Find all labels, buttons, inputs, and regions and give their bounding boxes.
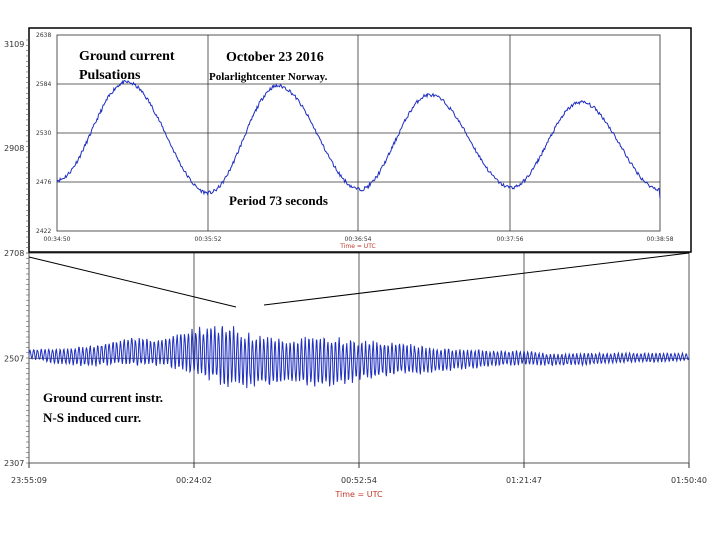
- main-x-axis-title: Time = UTC: [334, 490, 383, 499]
- inset-date: October 23 2016: [226, 50, 324, 65]
- zoom-connector-right: [263, 252, 690, 306]
- inset-x-axis-title: Time = UTC: [339, 243, 375, 250]
- inset-source: Polarlightcenter Norway.: [209, 71, 328, 83]
- inset-y-ticks: 2638 2584 2530 2476 2422: [36, 32, 51, 235]
- main-chart: 2708 2507 2307 23:55:09 00:24:02 00:52:54 01:…: [4, 249, 707, 499]
- inset-y-tick-label: 2584: [36, 81, 51, 88]
- inset-x-tick-label: 00:35:52: [195, 236, 222, 243]
- inset-title-line-1: Ground current: [79, 49, 175, 64]
- inset-x-ticks: 00:34:50 00:35:52 00:36:54 00:37:56 00:38:58: [44, 236, 674, 243]
- inset-x-tick-label: 00:34:50: [44, 236, 71, 243]
- main-x-ticks: 23:55:09 00:24:02 00:52:54 01:21:47 01:50:40: [11, 463, 707, 485]
- main-y-tick-label: 2708: [4, 249, 24, 258]
- main-x-tick-label: 01:21:47: [506, 476, 542, 485]
- inset-x-tick-label: 00:37:56: [497, 236, 524, 243]
- main-series-line: [28, 326, 690, 389]
- inset-series-line: [56, 79, 661, 199]
- main-y-tick-label: 2307: [4, 459, 24, 468]
- main-y-left-tick-label: 2908: [4, 144, 24, 153]
- inset-grid: [57, 35, 660, 231]
- main-annotation-line-2: N-S induced curr.: [43, 410, 141, 425]
- inset-x-tick-label: 00:36:54: [345, 236, 372, 243]
- zoom-connector-left: [28, 256, 237, 308]
- main-y-tick-label: 2507: [4, 354, 24, 363]
- inset-title-line-2: Pulsations: [79, 68, 141, 83]
- main-annotation-line-1: Ground current instr.: [43, 390, 163, 405]
- inset-y-tick-label: 2638: [36, 32, 51, 39]
- inset-x-tick-label: 00:38:58: [647, 236, 674, 243]
- main-y-left-ticks: 3109 2908: [4, 39, 29, 254]
- inset-period-annotation: Period 73 seconds: [229, 193, 328, 208]
- main-x-tick-label: 00:24:02: [176, 476, 212, 485]
- inset-y-tick-label: 2476: [36, 179, 51, 186]
- main-x-tick-label: 01:50:40: [671, 476, 707, 485]
- main-y-left-tick-label: 3109: [4, 40, 24, 49]
- inset-y-tick-label: 2422: [36, 228, 51, 235]
- main-x-tick-label: 23:55:09: [11, 476, 47, 485]
- main-y-ticks: 2708 2507 2307: [4, 249, 29, 468]
- main-x-tick-label: 00:52:54: [341, 476, 377, 485]
- inset-y-tick-label: 2530: [36, 130, 51, 137]
